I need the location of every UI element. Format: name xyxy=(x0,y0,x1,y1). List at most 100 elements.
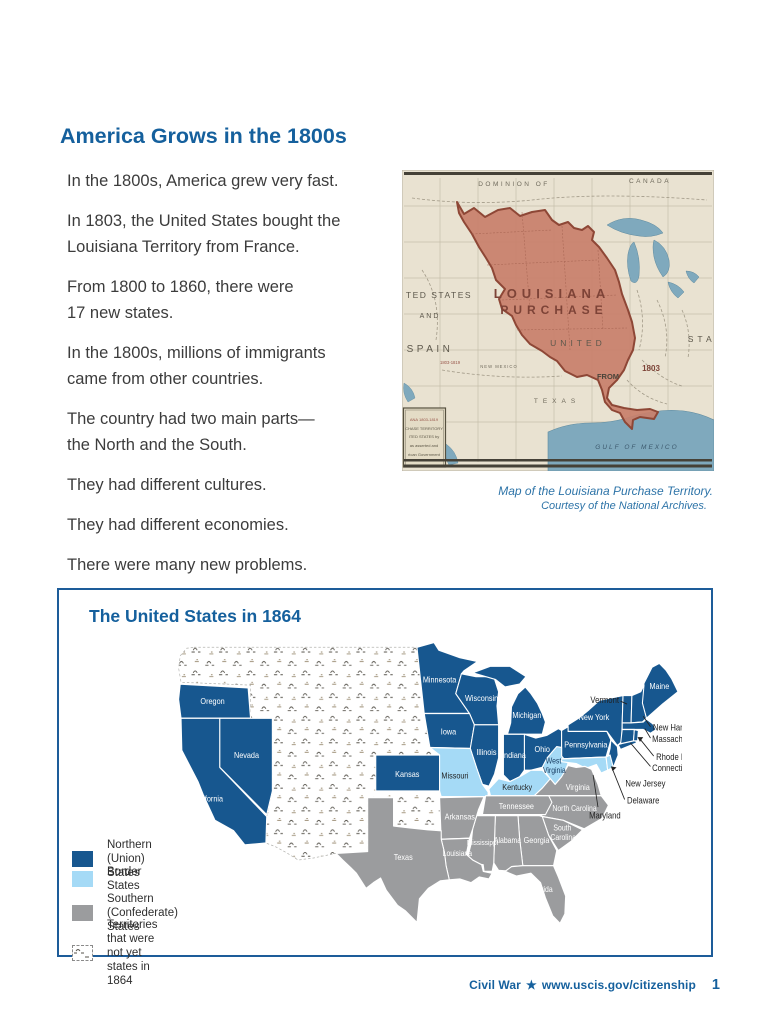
confederate-states xyxy=(335,764,609,924)
figure-caption: Map of the Louisiana Purchase Territory.… xyxy=(402,483,713,514)
paragraph: In 1803, the United States bought the Lo… xyxy=(67,212,341,256)
paragraph: From 1800 to 1860, there were 17 new sta… xyxy=(67,278,294,322)
state-label-louisiana: Louisiana xyxy=(443,849,473,859)
territory-swatch-icon xyxy=(72,945,93,961)
state-label-new-jersey: New Jersey xyxy=(625,778,666,789)
la-legend-line: ANA 1803-1819 xyxy=(410,417,439,422)
map-label-louisiana: LOUISIANA xyxy=(494,286,611,301)
paragraph: The country had two main parts— the Nort… xyxy=(67,410,315,454)
state-label-ohio: Ohio xyxy=(535,745,551,755)
state-label-west-virginia-1: West xyxy=(546,756,562,766)
state-label-kentucky: Kentucky xyxy=(502,783,532,793)
state-label-arkansas: Arkansas xyxy=(445,812,475,822)
legend-item-territories: Territories that were not yet states in … xyxy=(72,918,157,988)
paragraph: They had different cultures. xyxy=(67,476,267,494)
map-label-1803: 1803 xyxy=(642,364,660,373)
la-map-legend-box: ANA 1803-1819 CHASE TERRITORY ITED STATE… xyxy=(402,407,447,468)
state-label-north-carolina: North Carolina xyxy=(552,803,597,813)
callout-arrowheads xyxy=(610,737,644,772)
louisiana-purchase-map: DOMINION OF CANADA LOUISIANA PURCHASE UN… xyxy=(402,170,714,471)
map-label-texas: TEXAS xyxy=(534,398,580,405)
state-label-south-carolina-1: South xyxy=(553,823,571,833)
us-1864-figure-box: The United States in 1864 xyxy=(57,588,713,987)
state-label-mississippi: Mississippi xyxy=(467,840,499,848)
state-label-texas: Texas xyxy=(394,852,413,862)
map-label-new-mexico: NEW MEXICO xyxy=(480,364,517,369)
paragraph: They had different economies. xyxy=(67,516,289,534)
state-label-oregon: Oregon xyxy=(200,696,224,706)
state-label-minnesota: Minnesota xyxy=(423,675,457,685)
legend-item-confederate: Southern (Confederate) States xyxy=(72,892,178,934)
la-legend-line: as asserted and xyxy=(410,443,438,448)
page-number: 1 xyxy=(711,977,720,993)
state-label-tennessee: Tennessee xyxy=(499,801,535,811)
state-label-missouri: Missouri xyxy=(441,771,468,781)
state-label-maryland: Maryland xyxy=(589,810,621,821)
state-label-west-virginia-2: Virginia xyxy=(543,766,567,776)
state-label-south-carolina-2: Carolina xyxy=(550,833,576,843)
state-label-maine: Maine xyxy=(649,681,669,691)
louisiana-purchase-territory xyxy=(456,201,659,430)
map-label-purchase: PURCHASE xyxy=(500,303,607,317)
la-legend-line: rican Government xyxy=(408,452,441,457)
callout-lines xyxy=(592,700,655,808)
map-label-gulf: GULF OF MEXICO xyxy=(595,444,678,451)
figure-title: The United States in 1864 xyxy=(89,606,302,626)
state-label-florida: Florida xyxy=(532,885,554,895)
state-label-pennsylvania: Pennsylvania xyxy=(564,740,608,750)
state-label-delaware: Delaware xyxy=(627,795,660,806)
legend-label: Southern (Confederate) States xyxy=(107,893,178,933)
la-legend-line: CHASE TERRITORY xyxy=(405,426,443,431)
state-label-nevada: Nevada xyxy=(234,750,260,760)
map-label-canada: CANADA xyxy=(629,178,671,185)
la-legend-line: ITED STATES by xyxy=(409,434,440,439)
state-label-vermont: Vermont xyxy=(590,694,619,705)
state-label-massachusetts: Massachusetts xyxy=(652,733,682,744)
state-label-illinois: Illinois xyxy=(476,748,496,758)
map-label-from: FROM xyxy=(597,372,619,381)
border-swatch-icon xyxy=(72,871,93,887)
map-label-states-partial: STAT xyxy=(688,334,714,344)
map-label-united: UNITED xyxy=(550,338,606,348)
map-label-dominion: DOMINION OF xyxy=(478,181,550,188)
state-label-alabama: Alabama xyxy=(494,835,522,845)
state-label-georgia: Georgia xyxy=(524,835,550,845)
map-label-spain-years: 1803-1819 xyxy=(440,360,461,365)
map-label-spain: SPAIN xyxy=(407,344,454,355)
caption-line: Map of the Louisiana Purchase Territory. xyxy=(498,484,713,498)
map-label-and: AND xyxy=(420,313,441,320)
legend-label: Territories that were not yet states in … xyxy=(107,919,158,987)
state-label-connecticut: Connecticut xyxy=(652,763,682,774)
paragraph: There were many new problems. xyxy=(67,556,308,574)
union-states xyxy=(178,641,679,846)
state-label-new-york: New York xyxy=(579,713,610,723)
body-text-column: In the 1800s, America grew very fast. In… xyxy=(67,168,402,592)
paragraph: In the 1800s, millions of immigrants cam… xyxy=(67,344,326,388)
legend-item-border: Border States xyxy=(72,865,142,893)
union-swatch-icon xyxy=(72,851,93,867)
legend-item-union: Northern (Union) States xyxy=(72,838,152,880)
map-label-ted-states: TED STATES xyxy=(406,290,472,300)
state-label-indiana: Indiana xyxy=(502,750,526,760)
state-label-new-hampshire: New Hampshire xyxy=(653,722,682,733)
footer-url[interactable]: www.uscis.gov/citizenship xyxy=(541,978,696,992)
paragraph: In the 1800s, America grew very fast. xyxy=(67,172,339,190)
state-label-michigan: Michigan xyxy=(512,711,541,721)
state-label-kansas: Kansas xyxy=(395,769,419,779)
state-label-california: California xyxy=(192,794,223,804)
state-label-iowa: Iowa xyxy=(441,727,457,737)
legend-label: Border States xyxy=(107,866,142,892)
caption-line: Courtesy of the National Archives. xyxy=(541,500,707,512)
state-label-wisconsin: Wisconsin xyxy=(465,694,498,704)
footer-doc-label: Civil War xyxy=(469,978,521,992)
state-label-virginia: Virginia xyxy=(566,783,591,793)
border-states xyxy=(429,745,614,798)
page-title: America Grows in the 1800s xyxy=(60,124,347,149)
us-1864-map: Oregon California Nevada Kansas Minnesot… xyxy=(178,641,682,924)
page-footer: Civil War ★ www.uscis.gov/citizenship 1 xyxy=(469,977,720,993)
territories-region xyxy=(178,646,442,861)
state-label-rhode-island: Rhode Island xyxy=(656,751,682,762)
star-icon: ★ xyxy=(525,978,537,992)
confederate-swatch-icon xyxy=(72,905,93,921)
